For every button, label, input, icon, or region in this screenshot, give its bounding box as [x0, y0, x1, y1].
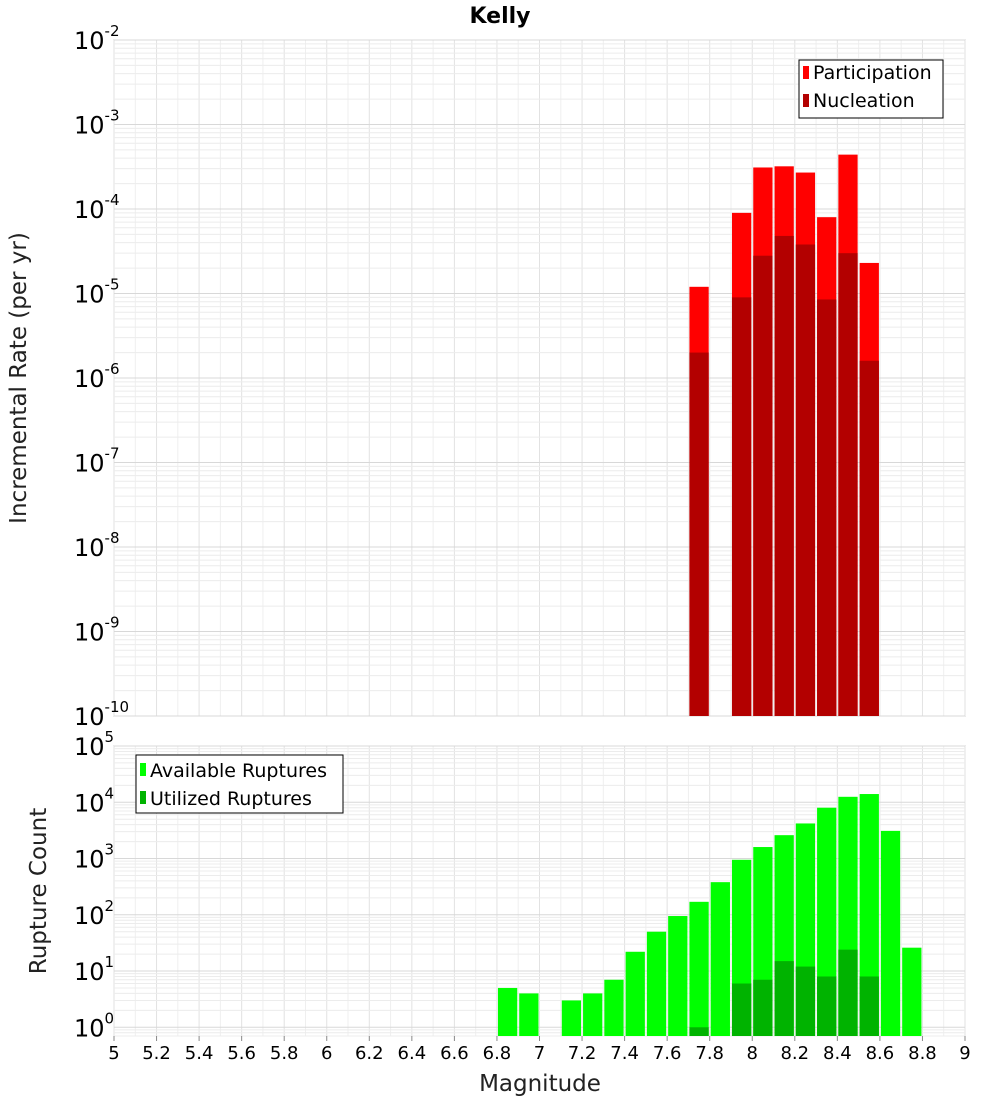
bottom-y-ticks: 100 101 102 103 104 105 — [74, 728, 114, 1042]
xtick-label: 5.6 — [227, 1043, 256, 1064]
bottom-ytick-label: 104 — [74, 784, 114, 817]
bottom-bar-available-ruptures — [497, 987, 518, 1036]
xtick-label: 6.4 — [398, 1043, 427, 1064]
bottom-bar-available-ruptures — [519, 993, 539, 1036]
legend-label-utilized: Utilized Ruptures — [150, 788, 312, 810]
legend-label-available: Available Ruptures — [150, 760, 327, 782]
bottom-bar-available-ruptures — [689, 901, 709, 1036]
top-ytick-label: 10-10 — [74, 698, 129, 731]
bottom-legend-box — [135, 754, 344, 814]
xtick-label: 5.4 — [185, 1043, 214, 1064]
top-legend-box — [798, 59, 944, 119]
x-ticks: 5 5.2 5.4 5.6 5.8 6 6.2 6.4 6.6 6.8 7 7.2 7.4 7.6 7.8 8… — [108, 1036, 971, 1064]
x-axis-label: Magnitude — [479, 1071, 601, 1097]
legend-swatch-participation — [803, 66, 809, 79]
top-ytick-label: 10-8 — [74, 529, 120, 562]
xtick-label: 5.2 — [142, 1043, 171, 1064]
bottom-bar-utilized-ruptures — [731, 983, 752, 1036]
chart-title: Kelly — [469, 4, 530, 29]
legend-swatch-nucleation — [803, 94, 809, 107]
bottom-bar-available-ruptures — [583, 993, 603, 1036]
xtick-label: 6.2 — [355, 1043, 384, 1064]
top-bar-nucleation — [731, 297, 752, 716]
bottom-bar-available-ruptures — [902, 947, 922, 1036]
bottom-ytick-label: 105 — [74, 728, 114, 761]
bottom-ytick-label: 103 — [74, 841, 114, 874]
top-plot: 10-10 10-9 10-8 10-7 10-6 10-5 10-4 10-3 10-2 — [74, 22, 966, 731]
xtick-label: 8.8 — [908, 1043, 937, 1064]
xtick-label: 5 — [108, 1043, 119, 1064]
bottom-bar-utilized-ruptures — [753, 979, 773, 1036]
bottom-bar-available-ruptures — [561, 1000, 582, 1036]
legend-swatch-available — [140, 763, 146, 776]
xtick-label: 6.6 — [440, 1043, 469, 1064]
bottom-bar-available-ruptures — [604, 979, 624, 1036]
xtick-label: 7.6 — [653, 1043, 682, 1064]
xtick-label: 5.8 — [270, 1043, 299, 1064]
xtick-label: 6.8 — [483, 1043, 512, 1064]
top-bar-nucleation — [774, 235, 794, 716]
xtick-label: 8.4 — [823, 1043, 852, 1064]
bottom-bar-available-ruptures — [646, 931, 667, 1036]
bottom-ytick-label: 101 — [74, 953, 114, 986]
legend-swatch-utilized — [140, 791, 146, 804]
top-bar-nucleation — [859, 360, 879, 716]
top-ytick-label: 10-5 — [74, 276, 120, 309]
top-bar-nucleation — [817, 299, 837, 716]
top-bar-nucleation — [838, 253, 858, 716]
bottom-bar-utilized-ruptures — [838, 949, 858, 1036]
bottom-bar-available-ruptures — [880, 830, 901, 1036]
xtick-label: 7.4 — [610, 1043, 639, 1064]
top-gridlines — [113, 39, 966, 717]
bottom-bar-available-ruptures — [668, 916, 688, 1036]
xtick-label: 8 — [747, 1043, 758, 1064]
top-ytick-label: 10-2 — [74, 22, 120, 55]
bottom-legend: Available Ruptures Utilized Ruptures — [135, 754, 344, 814]
bottom-bar-utilized-ruptures — [774, 961, 794, 1036]
top-ytick-label: 10-9 — [74, 614, 120, 647]
bottom-bars — [497, 794, 922, 1036]
bottom-bar-utilized-ruptures — [689, 1027, 709, 1036]
top-y-axis-label: Incremental Rate (per yr) — [6, 232, 32, 524]
bottom-y-axis-label: Rupture Count — [26, 808, 52, 974]
xtick-label: 6 — [321, 1043, 332, 1064]
bottom-ytick-label: 100 — [74, 1009, 114, 1042]
xtick-label: 7.2 — [568, 1043, 597, 1064]
top-ytick-label: 10-7 — [74, 445, 120, 478]
bottom-bar-available-ruptures — [859, 794, 879, 1036]
xtick-label: 7.8 — [695, 1043, 724, 1064]
top-bar-nucleation — [795, 244, 816, 716]
bottom-bar-utilized-ruptures — [859, 976, 879, 1036]
xtick-label: 8.2 — [780, 1043, 809, 1064]
top-ytick-label: 10-3 — [74, 107, 120, 140]
top-ytick-label: 10-6 — [74, 360, 120, 393]
xtick-label: 9 — [959, 1043, 970, 1064]
xtick-label: 7 — [534, 1043, 545, 1064]
top-bar-nucleation — [689, 352, 709, 716]
legend-label-nucleation: Nucleation — [813, 90, 915, 112]
bottom-ytick-label: 102 — [74, 897, 114, 930]
bottom-plot: 100 101 102 103 104 105 — [74, 728, 966, 1042]
top-legend: Participation Nucleation — [798, 59, 944, 119]
bottom-bar-utilized-ruptures — [817, 976, 837, 1036]
xtick-label: 8.6 — [866, 1043, 895, 1064]
top-bar-nucleation — [753, 255, 773, 716]
top-ytick-label: 10-4 — [74, 191, 120, 224]
legend-label-participation: Participation — [813, 62, 932, 84]
bottom-bar-available-ruptures — [625, 951, 645, 1036]
top-bars — [689, 154, 879, 717]
bottom-bar-utilized-ruptures — [795, 966, 816, 1036]
bottom-bar-available-ruptures — [710, 882, 730, 1036]
top-y-ticks: 10-10 10-9 10-8 10-7 10-6 10-5 10-4 10-3 10-2 — [74, 22, 129, 731]
